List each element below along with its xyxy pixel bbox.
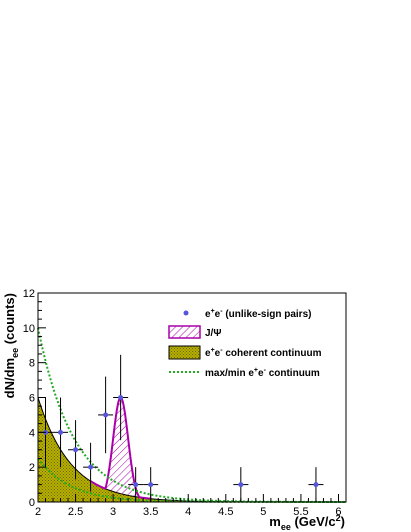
legend-item-coherent: e+e- coherent continuum [168, 345, 322, 360]
data-point [128, 467, 144, 502]
legend-item-pairs: e+e- (unlike-sign pairs) [183, 308, 311, 320]
legend-swatch-coherent [168, 345, 201, 360]
data-marker [313, 482, 319, 488]
y-tick-label: 10 [23, 323, 35, 335]
y-tick-label: 12 [23, 288, 35, 300]
plot-frame [37, 292, 347, 503]
legend-label-jpsi: J/Ψ [205, 328, 221, 339]
x-tick-label: 3.5 [143, 506, 158, 518]
fills-layer [38, 397, 346, 502]
data-point [53, 397, 69, 468]
data-point [83, 442, 99, 492]
y-tick-label: 2 [29, 462, 35, 474]
legend-item-jpsi: J/Ψ [168, 325, 221, 339]
data-point [98, 376, 114, 454]
x-tick-label: 6 [335, 506, 341, 518]
x-tick-label: 5 [260, 506, 266, 518]
data-marker [73, 447, 79, 453]
y-axis-title: dN/dmee (counts) [2, 293, 20, 398]
data-point [113, 354, 129, 441]
legend-swatch-jpsi [168, 325, 201, 339]
y-axis: 0 2 4 6 8 10 12 [23, 288, 46, 509]
legend-marker-pairs [183, 310, 189, 316]
legend-label-pairs: e+e- (unlike-sign pairs) [205, 308, 311, 320]
legend-label-coherent: e+e- coherent continuum [205, 347, 322, 359]
data-point [68, 420, 84, 480]
legend-label-maxmin: max/min e+e- continuum [205, 367, 320, 379]
x-tick-label: 2 [35, 506, 41, 518]
data-marker [103, 412, 109, 418]
x-axis-title: mee (GeV/c2) [269, 513, 345, 532]
data-point [233, 467, 249, 502]
x-tick-label: 5.5 [293, 506, 308, 518]
x-tick-label: 4 [185, 506, 191, 518]
y-tick-label: 4 [29, 427, 35, 439]
data-marker [118, 395, 124, 400]
data-marker [88, 464, 94, 470]
y-tick-label: 6 [29, 393, 35, 405]
legend-item-maxmin: max/min e+e- continuum [169, 367, 320, 379]
data-marker [238, 482, 244, 488]
x-axis: 2 2.5 3 3.5 4 4.5 5 5.5 6 [35, 494, 347, 518]
x-tick-label: 4.5 [218, 506, 233, 518]
data-marker [133, 482, 139, 488]
x-tick-label: 3 [110, 506, 116, 518]
y-tick-label: 8 [29, 358, 35, 370]
x-tick-label: 2.5 [68, 506, 83, 518]
data-marker [148, 482, 154, 488]
y-tick-label: 0 [29, 497, 35, 509]
data-marker [58, 429, 64, 435]
data-point [308, 467, 324, 502]
max-continuum-line [37, 327, 346, 503]
jpsi-hatched-area [90, 397, 151, 499]
coherent-continuum-area [38, 397, 346, 502]
legend: e+e- (unlike-sign pairs) J/Ψ e+e- cohere… [168, 308, 322, 379]
